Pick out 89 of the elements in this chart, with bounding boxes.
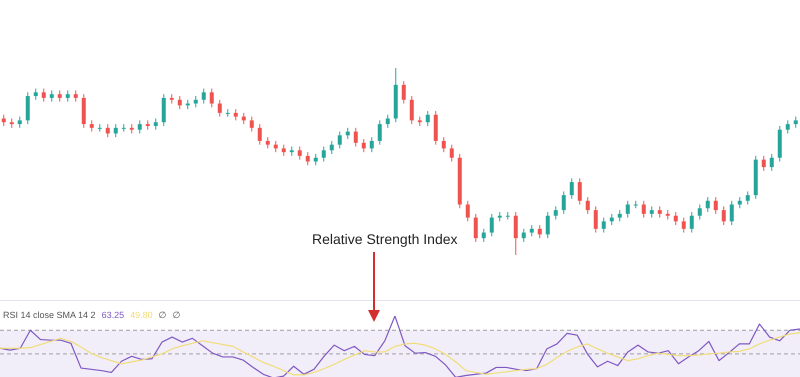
candlestick bbox=[154, 118, 158, 130]
candlestick bbox=[738, 196, 742, 209]
candlestick bbox=[378, 120, 382, 146]
candlestick bbox=[762, 155, 766, 172]
annotation: Relative Strength Index bbox=[312, 231, 458, 247]
candlestick bbox=[50, 90, 54, 102]
annotation: ∅ bbox=[158, 310, 167, 320]
candlestick bbox=[330, 140, 334, 155]
candlestick bbox=[730, 200, 734, 226]
candlestick bbox=[138, 120, 142, 134]
candlestick bbox=[42, 88, 46, 102]
candlestick bbox=[354, 127, 358, 148]
candlestick bbox=[554, 206, 558, 220]
candlestick bbox=[314, 154, 318, 166]
candlestick bbox=[786, 120, 790, 134]
candlestick bbox=[482, 228, 486, 242]
candlestick bbox=[450, 144, 454, 162]
candlestick bbox=[514, 211, 518, 255]
candlestick bbox=[194, 96, 198, 108]
candlestick bbox=[274, 140, 278, 153]
candlestick bbox=[306, 152, 310, 166]
candlestick bbox=[34, 88, 38, 100]
candlestick bbox=[370, 136, 374, 153]
candlestick bbox=[618, 210, 622, 222]
candlestick bbox=[722, 206, 726, 226]
candlestick bbox=[474, 213, 478, 242]
candlestick bbox=[338, 131, 342, 149]
candlestick bbox=[522, 228, 526, 242]
candlestick bbox=[202, 88, 206, 104]
candlestick bbox=[610, 213, 614, 226]
candlestick bbox=[346, 127, 350, 140]
candlestick bbox=[106, 124, 110, 138]
candlestick bbox=[490, 213, 494, 237]
candlestick bbox=[546, 211, 550, 239]
candlestick bbox=[538, 224, 542, 239]
candlestick bbox=[114, 124, 118, 138]
candlestick bbox=[146, 120, 150, 130]
candlestick bbox=[746, 190, 750, 206]
candlestick bbox=[794, 116, 798, 128]
candlestick bbox=[602, 217, 606, 234]
candlestick bbox=[386, 114, 390, 128]
candlestick bbox=[178, 96, 182, 110]
candlestick bbox=[170, 94, 174, 104]
candlestick bbox=[674, 211, 678, 226]
candlestick bbox=[698, 204, 702, 220]
candlestick bbox=[258, 124, 262, 146]
candlestick bbox=[426, 110, 430, 126]
candlestick bbox=[362, 138, 366, 153]
annotation: ∅ bbox=[172, 310, 181, 320]
candlestick bbox=[498, 211, 502, 222]
candlestick bbox=[234, 108, 238, 121]
candlestick bbox=[90, 120, 94, 132]
text: 49.80 bbox=[130, 310, 153, 320]
candlestick bbox=[2, 114, 6, 126]
candlestick bbox=[466, 200, 470, 222]
candlestick bbox=[18, 116, 22, 128]
candlestick bbox=[642, 200, 646, 218]
candlestick bbox=[210, 88, 214, 108]
candlestick bbox=[570, 178, 574, 200]
candlestick bbox=[594, 206, 598, 234]
candlestick bbox=[410, 96, 414, 125]
candlestick bbox=[74, 90, 78, 102]
candlestick bbox=[298, 146, 302, 160]
candlestick bbox=[218, 99, 222, 118]
candlestick bbox=[770, 154, 774, 172]
candlestick bbox=[578, 178, 582, 206]
candlestick bbox=[266, 136, 270, 149]
candlestick bbox=[586, 196, 590, 214]
candlestick bbox=[650, 206, 654, 218]
candlestick bbox=[690, 211, 694, 234]
candlestick bbox=[10, 118, 14, 128]
candlestick bbox=[706, 196, 710, 212]
candlestick bbox=[562, 190, 566, 214]
candlestick bbox=[442, 136, 446, 153]
candlestick bbox=[682, 217, 686, 234]
text: 63.25 bbox=[102, 310, 124, 320]
candlestick bbox=[242, 112, 246, 125]
candlestick bbox=[58, 90, 62, 102]
candlestick bbox=[714, 196, 718, 214]
candlestick bbox=[186, 99, 190, 110]
candlestick bbox=[250, 116, 254, 132]
candlestick bbox=[658, 206, 662, 218]
candlestick bbox=[402, 80, 406, 104]
candlestick bbox=[626, 200, 630, 218]
candlestick bbox=[66, 90, 70, 102]
candlestick bbox=[530, 224, 534, 237]
chart-title: RSI 14 close SMA 14 2 bbox=[3, 310, 96, 320]
candlestick bbox=[322, 146, 326, 162]
candlestick bbox=[282, 144, 286, 156]
